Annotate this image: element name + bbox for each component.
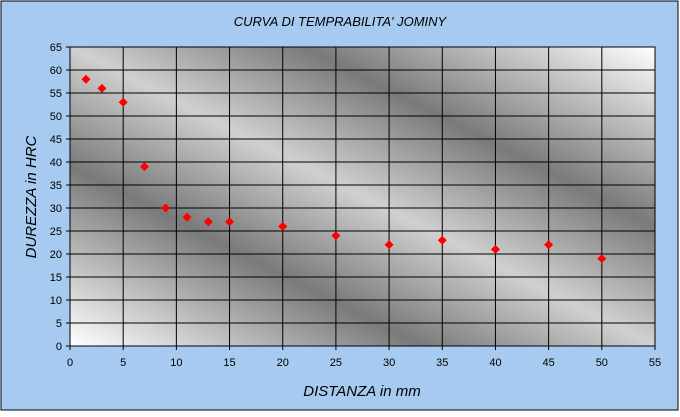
point bbox=[118, 97, 128, 107]
point bbox=[81, 74, 91, 84]
x-tick-label: 45 bbox=[543, 357, 555, 369]
y-axis-title: DUREZZA in HRC bbox=[23, 135, 40, 258]
y-tick-label: 20 bbox=[50, 249, 62, 261]
point bbox=[97, 83, 107, 93]
point bbox=[225, 217, 235, 227]
y-tick-label: 10 bbox=[50, 295, 62, 307]
point bbox=[384, 240, 394, 250]
point bbox=[139, 162, 149, 172]
y-tick-label: 65 bbox=[50, 42, 62, 54]
x-tick-label: 5 bbox=[120, 357, 126, 369]
y-tick-label: 15 bbox=[50, 272, 62, 284]
plot-area bbox=[70, 47, 655, 346]
point bbox=[490, 244, 500, 254]
chart-title: CURVA DI TEMPRABILITA' JOMINY bbox=[234, 14, 448, 29]
x-tick-label: 25 bbox=[330, 357, 342, 369]
point bbox=[182, 212, 192, 222]
y-tick-label: 35 bbox=[50, 180, 62, 192]
x-tick-label: 55 bbox=[649, 357, 661, 369]
x-tick-label: 35 bbox=[436, 357, 448, 369]
y-tick-label: 5 bbox=[56, 318, 62, 330]
y-tick-label: 30 bbox=[50, 203, 62, 215]
x-tick-label: 50 bbox=[596, 357, 608, 369]
x-tick-label: 15 bbox=[223, 357, 235, 369]
point bbox=[437, 235, 447, 245]
plot-border bbox=[69, 46, 656, 347]
y-tick-label: 55 bbox=[50, 88, 62, 100]
y-tick-label: 50 bbox=[50, 111, 62, 123]
x-axis-title: DISTANZA in mm bbox=[303, 383, 421, 400]
point bbox=[203, 217, 213, 227]
x-tick-label: 10 bbox=[170, 357, 182, 369]
point bbox=[278, 221, 288, 231]
point bbox=[544, 240, 554, 250]
x-tick-label: 30 bbox=[383, 357, 395, 369]
x-tick-label: 20 bbox=[277, 357, 289, 369]
point bbox=[597, 254, 607, 264]
x-tick-label: 0 bbox=[67, 357, 73, 369]
x-tick-label: 40 bbox=[489, 357, 501, 369]
y-tick-label: 0 bbox=[56, 341, 62, 353]
point bbox=[331, 231, 341, 241]
y-tick-label: 45 bbox=[50, 134, 62, 146]
point bbox=[161, 203, 171, 213]
y-tick-label: 60 bbox=[50, 65, 62, 77]
y-tick-label: 25 bbox=[50, 226, 62, 238]
y-tick-label: 40 bbox=[50, 157, 62, 169]
